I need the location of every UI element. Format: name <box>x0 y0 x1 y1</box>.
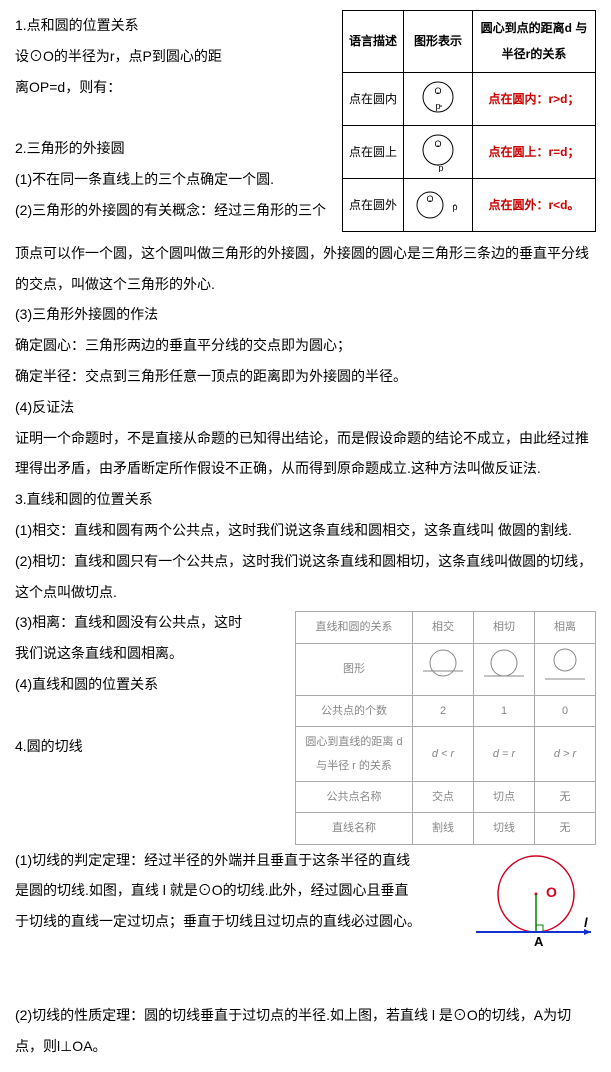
t2-h3: 相离 <box>535 612 596 643</box>
s4-p2: (2)切线的性质定理：圆的切线垂直于过切点的半径.如上图，若直线 l 是⊙O的切… <box>15 1000 596 1062</box>
t2-r2: 公共点的个数 <box>296 695 413 726</box>
s2-p2b: 顶点可以作一个圆，这个圆叫做三角形的外接圆，外接圆的圆心是三角形三条边的垂直平分… <box>15 238 596 300</box>
t1-r1c1: 点在圆内 <box>342 72 403 125</box>
t1-h3: 圆心到点的距离d 与半径r的关系 <box>473 11 596 73</box>
t1-r1-fig: Op <box>404 72 473 125</box>
svg-text:p: p <box>438 163 443 172</box>
svg-text:O: O <box>434 139 441 149</box>
s2-p4a: 证明一个命题时，不是直接从命题的已知得出结论，而是假设命题的结论不成立，由此经过… <box>15 423 596 485</box>
t2-r3: 圆心到直线的距离 d 与半径 r 的关系 <box>296 726 413 781</box>
t2-fig-intersect <box>413 643 474 695</box>
s3-h: 3.直线和圆的位置关系 <box>15 484 596 515</box>
t2-fig-tangent <box>474 643 535 695</box>
t1-h1: 语言描述 <box>342 11 403 73</box>
svg-text:p: p <box>452 202 457 212</box>
t2-h2: 相切 <box>474 612 535 643</box>
s2-p3b: 确定半径：交点到三角形任意一顶点的距离即为外接圆的半径。 <box>15 361 596 392</box>
t2-r4v3: 无 <box>535 782 596 813</box>
s3-p2: (2)相切：直线和圆只有一个公共点，这时我们说这条直线和圆相切，这条直线叫做圆的… <box>15 546 596 608</box>
t1-h2: 图形表示 <box>404 11 473 73</box>
t2-fig-separate <box>535 643 596 695</box>
svg-text:O: O <box>426 194 433 204</box>
s2-p4: (4)反证法 <box>15 392 596 423</box>
t2-r5v2: 切线 <box>474 813 535 844</box>
t2-r2v3: 0 <box>535 695 596 726</box>
t2-r3v1: d < r <box>413 726 474 781</box>
t1-r1c3: 点在圆内：r>d； <box>473 72 596 125</box>
t1-r2-fig: Op <box>404 125 473 178</box>
position-point-circle-table: 语言描述 图形表示 圆心到点的距离d 与半径r的关系 点在圆内 Op 点在圆内：… <box>342 10 596 232</box>
line-circle-table: 直线和圆的关系 相交 相切 相离 图形 公共点的个数 2 1 0 圆心到直线的距… <box>295 611 596 844</box>
t1-r2c3: 点在圆上：r=d； <box>473 125 596 178</box>
s3-p1: (1)相交：直线和圆有两个公共点，这时我们说这条直线和圆相交，这条直线叫 做圆的… <box>15 515 596 546</box>
svg-text:O: O <box>434 86 441 96</box>
svg-text:O: O <box>546 884 557 900</box>
t2-r2v1: 2 <box>413 695 474 726</box>
s2-p3: (3)三角形外接圆的作法 <box>15 299 596 330</box>
t2-r4v2: 切点 <box>474 782 535 813</box>
t2-r5: 直线名称 <box>296 813 413 844</box>
t2-h0: 直线和圆的关系 <box>296 612 413 643</box>
t1-r3-fig: Op <box>404 178 473 231</box>
t2-r3v3: d > r <box>535 726 596 781</box>
t1-r3c1: 点在圆外 <box>342 178 403 231</box>
t2-r5v1: 割线 <box>413 813 474 844</box>
t2-r4: 公共点名称 <box>296 782 413 813</box>
t2-r1: 图形 <box>296 643 413 695</box>
svg-text:l: l <box>584 915 588 930</box>
tangent-figure: O A l <box>466 849 596 970</box>
t1-r3c3: 点在圆外：r<d。 <box>473 178 596 231</box>
svg-text:p: p <box>435 101 440 111</box>
t1-r2c1: 点在圆上 <box>342 125 403 178</box>
t2-r2v2: 1 <box>474 695 535 726</box>
t2-h1: 相交 <box>413 612 474 643</box>
s2-p3a: 确定圆心：三角形两边的垂直平分线的交点即为圆心； <box>15 330 596 361</box>
t2-r4v1: 交点 <box>413 782 474 813</box>
svg-text:A: A <box>534 934 544 949</box>
t2-r3v2: d = r <box>474 726 535 781</box>
t2-r5v3: 无 <box>535 813 596 844</box>
